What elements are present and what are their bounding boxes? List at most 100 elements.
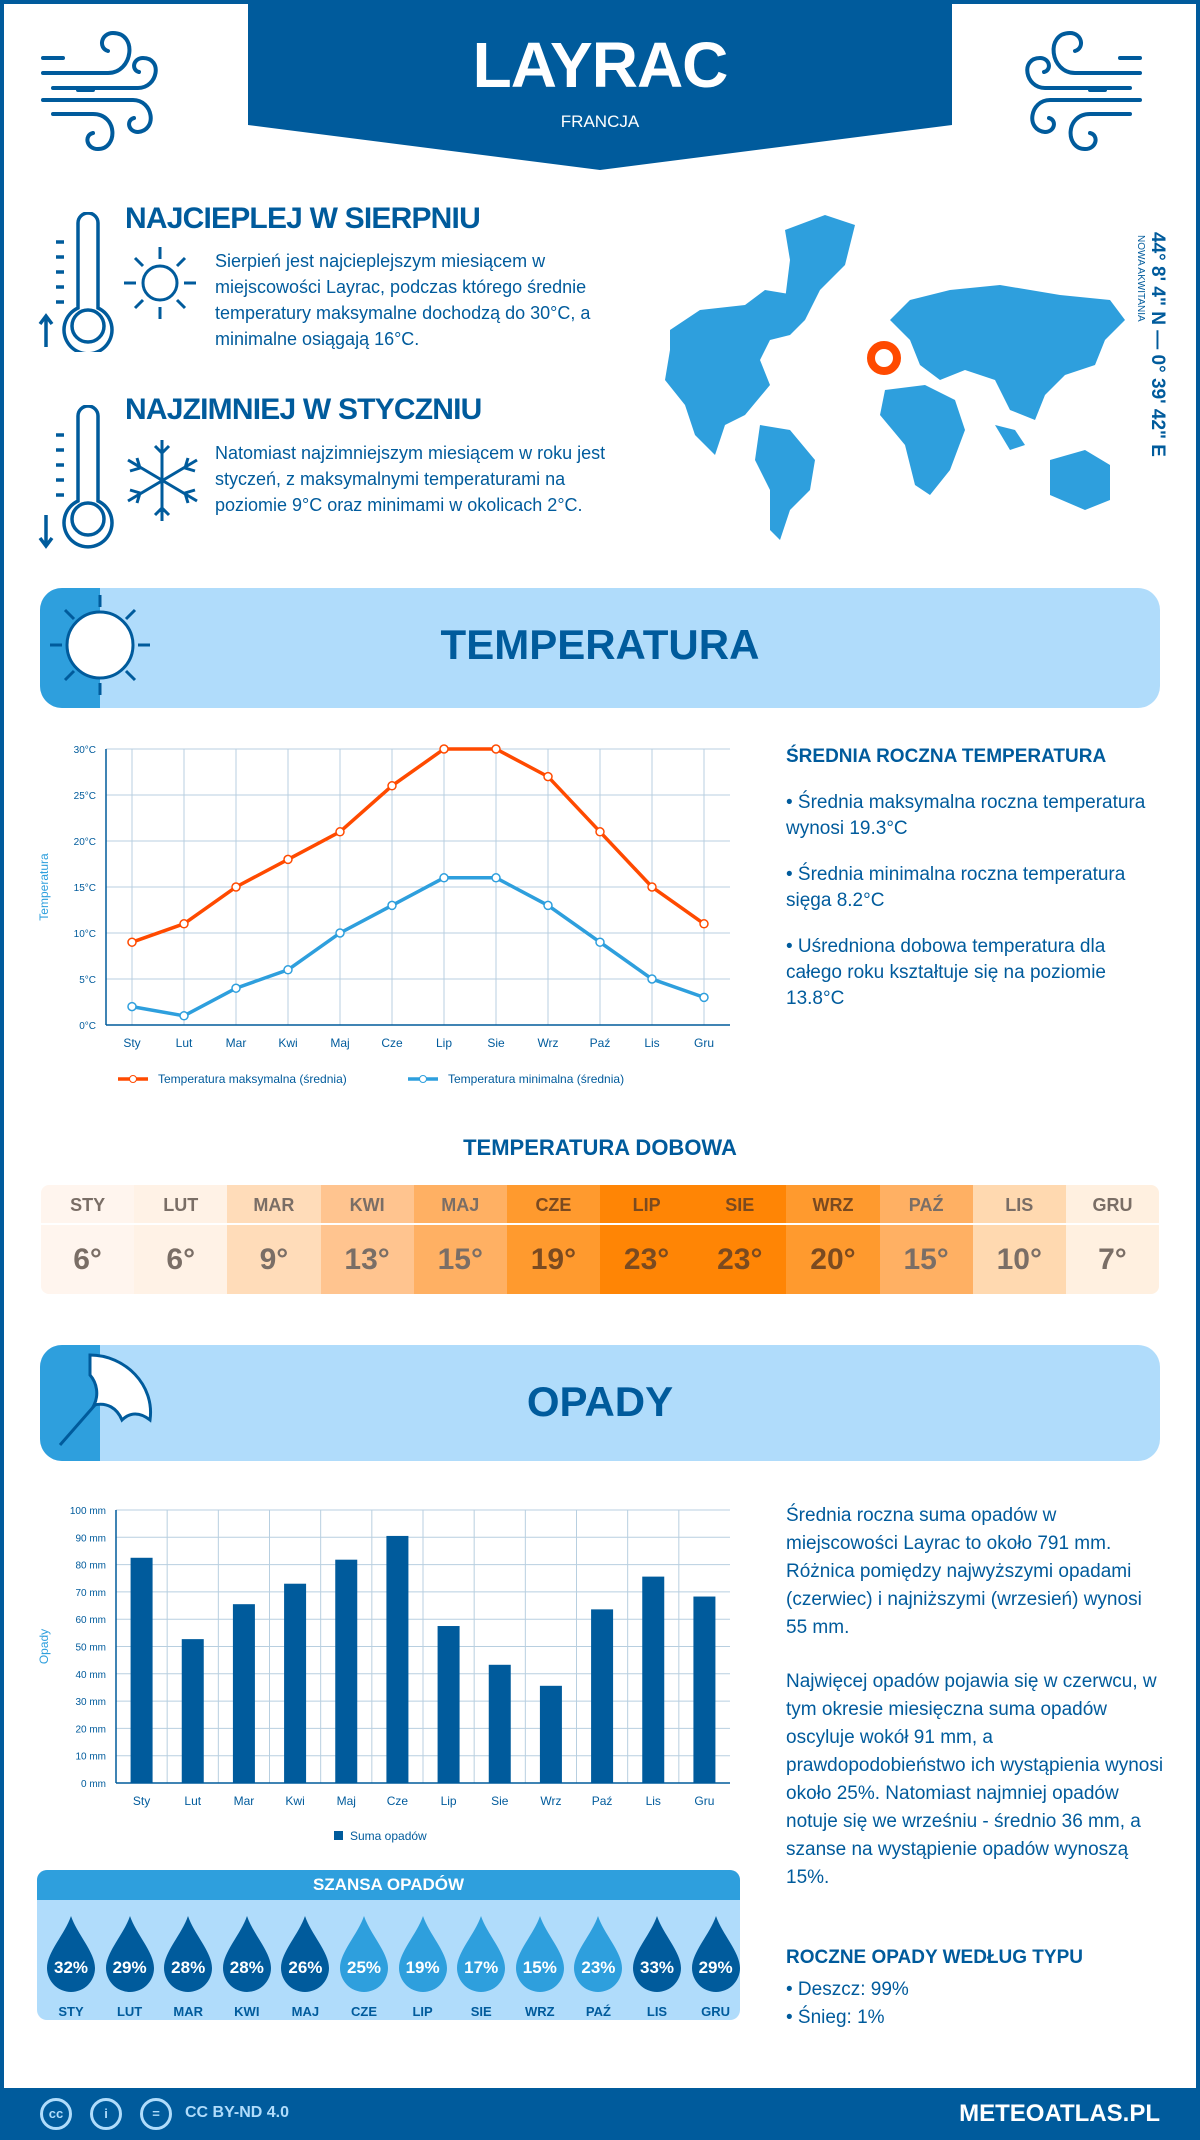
y-tick-label: 20°C (74, 837, 96, 848)
data-point (595, 827, 605, 837)
bar (335, 1559, 358, 1783)
month-label: WRZ (786, 1185, 880, 1225)
daily-temperature-cell: CZE 19° (506, 1185, 601, 1294)
x-tick-label: Sie (487, 1036, 505, 1050)
brand-link[interactable]: METEOATLAS.PL (959, 2100, 1160, 2127)
y-tick-label: 70 mm (75, 1588, 106, 1599)
x-tick-label: Gru (694, 1794, 714, 1808)
month-label: LIS (646, 2004, 668, 2019)
month-label: SIE (470, 2004, 492, 2019)
daily-temperature-cell: KWI 13° (320, 1185, 414, 1294)
data-point (231, 882, 241, 892)
data-point (647, 974, 657, 984)
world-map (665, 215, 1125, 540)
x-tick-label: Paź (592, 1794, 613, 1808)
month-label: STY (41, 1185, 135, 1225)
summary-bullet: • Średnia maksymalna roczna temperatura … (786, 792, 1146, 839)
data-point (543, 900, 553, 911)
temperature-value: 20° (810, 1242, 856, 1276)
type-bullet: • Deszcz: 99% (786, 1979, 909, 2000)
x-tick-label: Mar (234, 1794, 255, 1808)
chance-drop: 29% LUT (104, 1914, 156, 2019)
month-label: MAJ (413, 1185, 507, 1225)
location-marker (867, 341, 901, 375)
data-point (283, 965, 293, 975)
temperature-value: 6° (166, 1242, 196, 1276)
data-point (491, 744, 501, 754)
raindrop-icon (47, 1916, 95, 1992)
month-label: LIS (972, 1185, 1066, 1225)
temperature-summary: ŚREDNIA ROCZNA TEMPERATURA • Średnia mak… (786, 744, 1166, 1012)
precipitation-chance-panel: SZANSA OPADÓW 32% STY 29% LUT 28% MAR 28% KWI 26… (37, 1870, 740, 2020)
x-tick-label: Cze (381, 1036, 403, 1050)
y-axis-label: Opady (37, 1629, 51, 1664)
temperature-value: 15° (903, 1242, 949, 1276)
x-tick-label: Lip (436, 1036, 452, 1050)
y-tick-label: 50 mm (75, 1643, 106, 1654)
umbrella-rain-icon (58, 1353, 153, 1446)
daily-temperature-cell: LIS 10° (972, 1185, 1066, 1294)
month-label: LIP (412, 2004, 433, 2019)
month-label: MAR (173, 2004, 203, 2019)
y-tick-label: 5°C (79, 975, 96, 986)
x-tick-label: Kwi (278, 1036, 297, 1050)
temperature-value: 7° (1098, 1242, 1127, 1276)
data-point (231, 983, 241, 993)
attribution-icon: i (90, 2098, 122, 2130)
data-point (439, 744, 449, 754)
y-tick-label: 100 mm (70, 1506, 106, 1517)
y-tick-label: 20 mm (75, 1724, 106, 1735)
warmest-text: Sierpień jest najcieplejszym miesiącem w… (215, 251, 591, 349)
chance-value: 29% (112, 1958, 147, 1977)
country-subtitle: FRANCJA (560, 112, 640, 131)
raindrop-icon (164, 1916, 213, 1992)
temperature-title: TEMPERATURA (440, 621, 760, 668)
precipitation-text: Najwięcej opadów pojawia się w czerwcu, … (786, 1671, 1164, 1888)
temperature-value: 10° (996, 1242, 1042, 1276)
month-label: LIP (600, 1185, 694, 1225)
temperature-banner: TEMPERATURA (40, 588, 1160, 708)
bar (488, 1664, 511, 1783)
month-label: SIE (693, 1185, 787, 1225)
bar (386, 1535, 409, 1783)
chance-value: 19% (405, 1958, 440, 1977)
month-label: LUT (134, 1185, 228, 1225)
daily-temperature-cell: GRU 7° (1065, 1185, 1159, 1294)
month-label: STY (58, 2004, 84, 2019)
y-tick-label: 80 mm (75, 1561, 106, 1572)
chance-title: SZANSA OPADÓW (37, 1870, 740, 1900)
x-tick-label: Paź (590, 1036, 611, 1050)
coldest-text: Natomiast najzimniejszym miesiącem w rok… (215, 443, 606, 515)
x-tick-label: Sty (133, 1794, 150, 1808)
x-tick-label: Mar (226, 1036, 247, 1050)
chance-value: 33% (639, 1958, 675, 1977)
month-label: WRZ (524, 2004, 555, 2019)
temperature-value: 6° (73, 1242, 102, 1276)
month-label: GRU (1065, 1185, 1159, 1225)
chance-value: 28% (229, 1958, 264, 1977)
month-label: MAJ (291, 2004, 320, 2019)
chance-value: 25% (346, 1958, 382, 1977)
thermometer-up-icon (38, 212, 114, 352)
coldest-title: NAJZIMNIEJ W STYCZNIU (125, 393, 482, 426)
y-tick-label: 10 mm (75, 1752, 106, 1763)
bar (642, 1576, 665, 1783)
chance-drop: 25% CZE (338, 1914, 390, 2019)
raindrop-icon (574, 1916, 623, 1992)
daily-temperature-cell: STY 6° (41, 1185, 135, 1294)
month-label: GRU (701, 2004, 731, 2019)
daily-temperature-cell: LUT 6° (134, 1185, 228, 1294)
temperature-value: 23° (623, 1242, 670, 1276)
bar (693, 1596, 716, 1783)
bar (130, 1557, 153, 1783)
bar (591, 1609, 614, 1783)
chance-drop: 33% LIS (631, 1914, 683, 2019)
temperature-value: 23° (717, 1242, 763, 1276)
bar (437, 1626, 460, 1783)
month-label: MAR (227, 1185, 321, 1225)
y-tick-label: 30 mm (75, 1697, 106, 1708)
chance-value: 15% (522, 1958, 557, 1977)
chance-value: 26% (288, 1958, 323, 1977)
y-tick-label: 15°C (74, 883, 96, 894)
precipitation-title: OPADY (526, 1378, 674, 1425)
